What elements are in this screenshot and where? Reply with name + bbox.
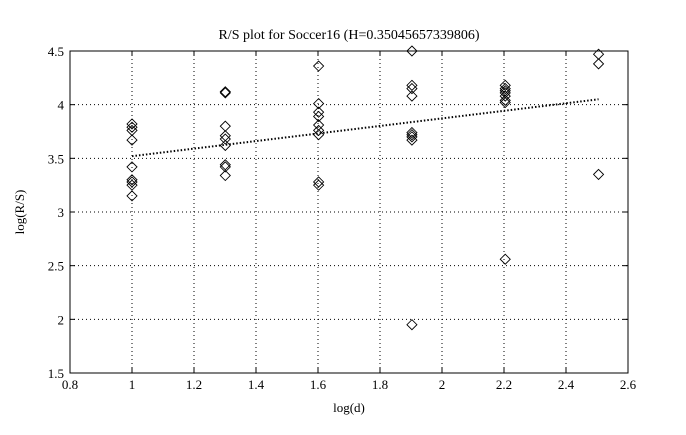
data-point [406, 131, 418, 143]
data-point [592, 58, 605, 70]
points-layer [126, 45, 605, 331]
data-point [312, 110, 325, 123]
data-point [219, 169, 231, 182]
data-point [219, 133, 231, 145]
data-point [126, 176, 138, 188]
data-point [312, 129, 325, 141]
data-point [219, 161, 231, 173]
data-point [126, 121, 138, 133]
data-point [219, 139, 231, 152]
chart-title: R/S plot for Soccer16 (H=0.3504565733980… [218, 28, 479, 43]
data-point [126, 118, 138, 130]
data-point [126, 174, 138, 186]
data-point [499, 96, 511, 109]
x-tick-label: 1.2 [186, 377, 202, 392]
x-axis-title: log(d) [333, 400, 365, 415]
data-point [406, 79, 418, 91]
y-tick-label: 2 [58, 312, 65, 327]
y-tick-label: 1.5 [48, 366, 64, 381]
y-tick-label: 3 [58, 205, 65, 220]
y-tick-label: 4 [58, 98, 65, 113]
y-tick-label: 2.5 [48, 259, 64, 274]
ticks-layer [69, 50, 629, 374]
data-point [406, 126, 418, 139]
x-tick-label: 2.6 [620, 377, 637, 392]
data-point [406, 82, 418, 95]
data-point [499, 253, 511, 265]
data-point [406, 90, 418, 102]
data-point [592, 168, 605, 181]
data-point [126, 134, 138, 146]
x-tick-label: 1.4 [248, 377, 265, 392]
x-tick-label: 1.8 [372, 377, 388, 392]
y-tick-label: 4.5 [48, 44, 64, 59]
x-tick-label: 0.8 [62, 377, 78, 392]
data-point [499, 79, 511, 91]
data-point [219, 130, 231, 142]
x-tick-label: 2 [439, 377, 446, 392]
grid-layer [70, 51, 628, 373]
data-point [499, 94, 511, 107]
x-tick-label: 2.2 [496, 377, 512, 392]
data-point [499, 82, 511, 95]
data-point [219, 87, 231, 99]
data-point [312, 60, 325, 72]
data-point [126, 161, 138, 173]
data-point [126, 190, 138, 202]
data-point [219, 120, 231, 132]
tick-labels-layer: 0.8 1 1.2 1.4 1.6 1.8 2 2.2 2.4 2.6 1.5 2 2.5 3 3.5 4 4.… [48, 44, 637, 392]
data-point [312, 179, 325, 191]
x-tick-label: 1 [129, 377, 136, 392]
y-axis-title: log(R/S) [12, 190, 27, 235]
data-point [312, 106, 325, 118]
data-point [406, 134, 418, 146]
y-tick-label: 3.5 [48, 151, 64, 166]
data-point [312, 97, 325, 110]
data-point [499, 90, 511, 102]
data-point [312, 176, 325, 188]
plot-frame [69, 50, 629, 374]
data-point [126, 124, 138, 137]
data-point [406, 45, 418, 57]
data-point [312, 124, 325, 137]
x-tick-label: 2.4 [558, 377, 575, 392]
fit-line [131, 98, 599, 158]
data-point [126, 179, 138, 191]
x-tick-label: 1.6 [310, 377, 327, 392]
data-point [406, 319, 418, 331]
data-point [219, 159, 231, 171]
data-point [406, 129, 418, 141]
data-point [219, 86, 231, 98]
fit-layer [131, 98, 599, 158]
